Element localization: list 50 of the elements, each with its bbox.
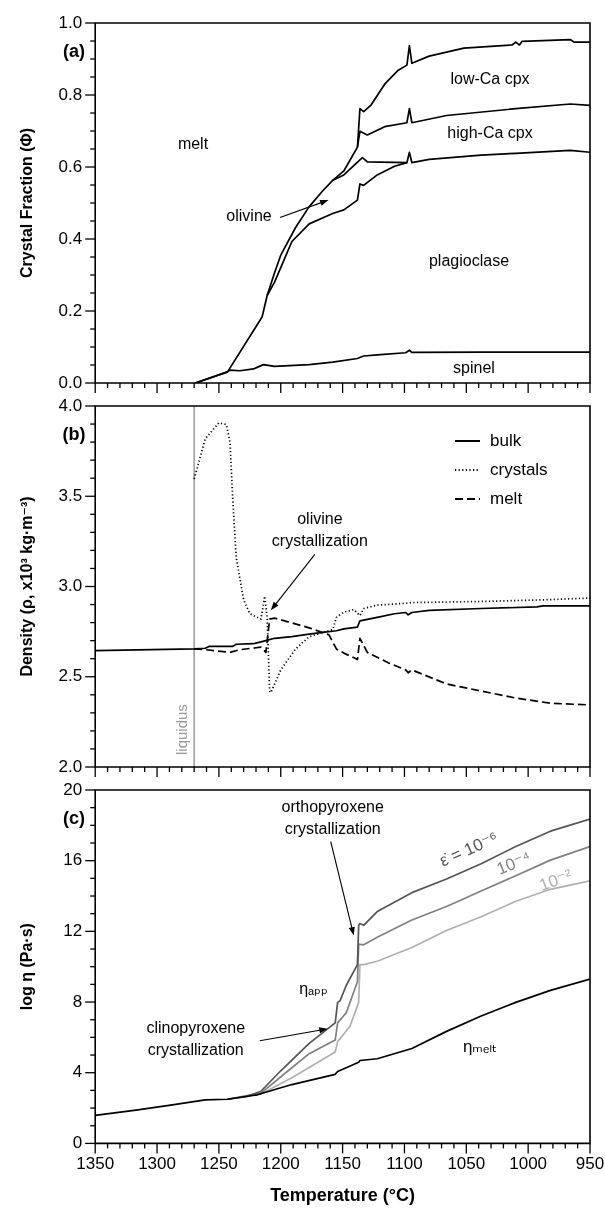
text: (b) [62,423,86,444]
x-tick-label: 950 [575,1153,605,1173]
text: 10⁻⁴ [493,847,534,879]
y-axis-title: log η (Pa·s) [18,923,36,1011]
annotation: spinel [453,359,495,377]
annotation: high-Ca cpx [447,124,533,142]
text: 10⁻² [536,865,576,895]
y-tick-label: 2.5 [58,666,83,686]
x-tick-label: 1150 [324,1153,361,1173]
y-tick-label: 4.0 [58,395,83,415]
x-tick-label: 1350 [76,1153,115,1173]
y-tick-label: 3.5 [58,485,83,505]
y-tick-label: 0.6 [58,156,83,176]
series-label: ηₘₑₗₜ [462,1036,498,1056]
y-tick-label: 12 [63,921,83,941]
y-tick-label: 0.2 [58,300,83,320]
annotation: melt [177,135,209,153]
y-tick-label: 0 [72,1133,83,1153]
text: (c) [63,807,85,828]
y-tick-label: 0.4 [58,228,83,248]
y-tick-label: 0.8 [58,84,83,104]
annotation: olivine crystallization [271,509,368,549]
annotation: clinopyroxene crystallization [146,1019,246,1059]
legend-label: bulk [490,430,522,450]
x-tick-label: 1050 [447,1153,486,1173]
annotation: low-Ca cpx [450,70,530,88]
x-tick-label: 1000 [509,1153,548,1173]
y-tick-label: 8 [72,991,83,1011]
legend-label: melt [490,488,523,508]
y-tick-label: 1.0 [58,12,83,32]
y-tick-label: 4 [72,1062,83,1082]
annotation: orthopyroxene crystallization [281,798,384,838]
x-tick-label: 1100 [386,1153,423,1173]
x-tick-label: 1300 [138,1153,176,1173]
y-axis-title: Density (ρ, x10³ kg·m⁻³) [18,496,36,677]
annotation: olivine [226,207,272,225]
x-tick-label: 1250 [199,1153,238,1173]
x-tick-label: 1200 [261,1153,300,1173]
text: (a) [63,40,85,61]
y-tick-label: 2.0 [58,756,83,776]
y-tick-label: 0.0 [58,372,83,392]
y-tick-label: 3.0 [58,576,83,596]
ref-line-label: liquidus [172,704,190,755]
y-axis-title: Crystal Fraction (Φ) [18,127,36,279]
legend-label: crystals [490,459,548,479]
y-tick-label: 16 [63,850,83,870]
annotation: plagioclase [428,251,510,269]
y-tick-label: 20 [63,779,83,799]
x-axis-title: Temperature (°C) [270,1185,416,1206]
annotation: ηₐₚₚ [299,980,328,998]
